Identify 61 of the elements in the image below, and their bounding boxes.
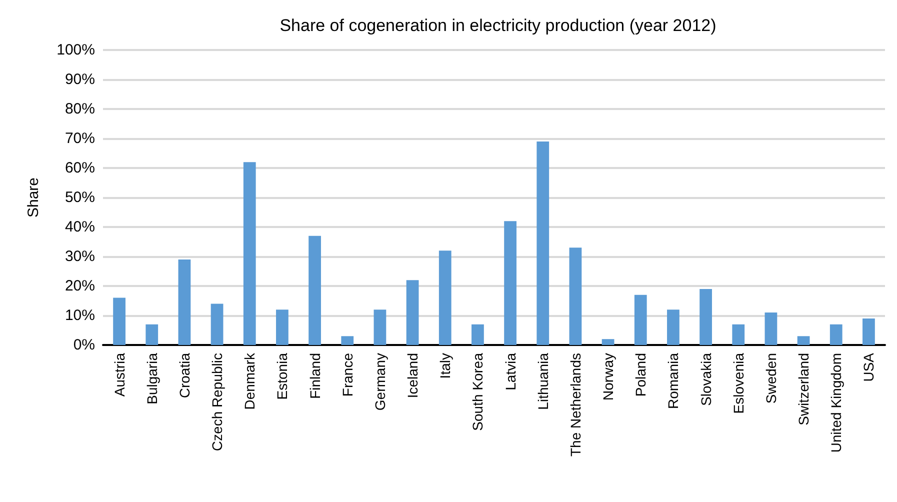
bar <box>797 336 810 345</box>
x-tick-label: France <box>339 352 356 397</box>
y-tick-label: 40% <box>64 218 95 236</box>
x-tick-label: Iceland <box>404 353 421 398</box>
bar <box>146 324 158 345</box>
y-tick-label: 100% <box>56 42 95 58</box>
x-tick-label: United Kingdom <box>828 353 844 453</box>
x-tick-label: Poland <box>632 353 649 397</box>
y-tick-label: 80% <box>64 100 95 118</box>
x-tick-label: Finland <box>306 353 323 399</box>
bar <box>602 339 614 345</box>
chart-title: Share of cogeneration in electricity production (year 2012) <box>280 16 716 35</box>
bar <box>764 312 778 345</box>
bar <box>732 324 745 345</box>
x-tick-label: Estonia <box>274 352 290 400</box>
x-tick-label: Romania <box>665 352 682 410</box>
y-axis-title: Share <box>25 177 42 218</box>
x-tick-label: Eslovenia <box>730 352 746 414</box>
x-tick-label: Austria <box>111 352 128 397</box>
x-tick-label: South Korea <box>470 352 486 431</box>
y-tick-label: 10% <box>64 307 95 324</box>
bar <box>830 324 842 345</box>
x-tick-label: Czech Republic <box>209 353 226 452</box>
bar <box>700 288 712 345</box>
x-tick-label: Bulgaria <box>144 352 160 404</box>
bar <box>113 298 126 345</box>
bar <box>276 310 288 345</box>
y-tick-label: 30% <box>64 248 95 265</box>
bar <box>634 294 647 345</box>
bar <box>308 236 321 345</box>
x-tick-label: Germany <box>372 353 388 411</box>
y-tick-label: 20% <box>64 278 95 294</box>
y-tick-label: 50% <box>64 189 95 206</box>
y-tick-label: 90% <box>64 71 95 88</box>
bar <box>569 248 582 345</box>
x-tick-label: Sweden <box>762 353 779 404</box>
bar <box>472 324 484 345</box>
bar <box>536 141 550 345</box>
bar <box>667 310 680 345</box>
x-tick-label: Latvia <box>502 352 518 390</box>
bar <box>178 259 191 345</box>
x-tick-label: Slovakia <box>698 352 714 406</box>
bar <box>504 221 516 345</box>
x-tick-label: Lithuania <box>534 352 551 410</box>
bar <box>406 280 419 345</box>
x-tick-label: Norway <box>600 353 616 400</box>
bar <box>210 304 224 345</box>
x-tick-label: Switzerland <box>796 353 812 426</box>
y-tick-label: 0% <box>73 336 95 354</box>
bar <box>374 310 386 345</box>
x-tick-label: Croatia <box>176 352 192 398</box>
x-tick-label: Denmark <box>242 352 258 410</box>
x-tick-label: Italy <box>437 353 454 379</box>
y-tick-label: 60% <box>64 160 95 176</box>
bar <box>862 318 875 345</box>
bar <box>341 336 354 345</box>
x-tick-label: USA <box>860 352 877 382</box>
y-tick-label: 70% <box>64 130 95 147</box>
bar <box>243 162 256 345</box>
bar <box>438 250 452 345</box>
x-tick-label: The Netherlands <box>567 353 584 457</box>
